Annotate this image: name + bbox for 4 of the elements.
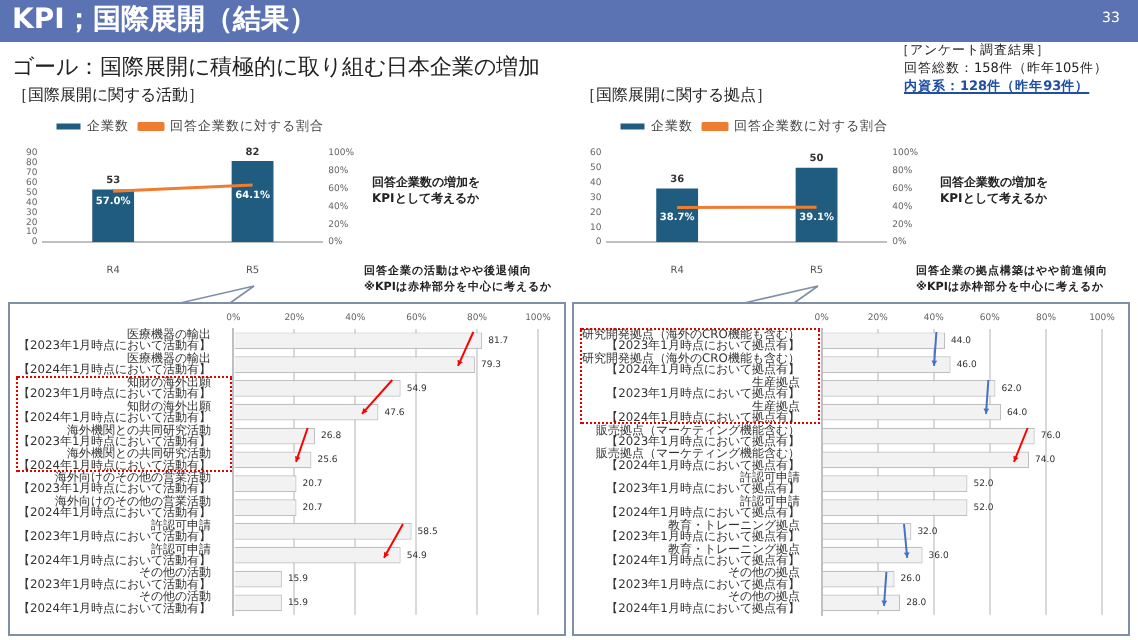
chart-title: ［国際展開に関する活動］ [12,86,204,106]
text: KPI；国際展開（結果） [12,4,317,38]
chart-title: ［国際展開に関する拠点］ [580,86,772,106]
text: ゴール：国際展開に積極的に取り組む日本企業の増加 [12,54,540,81]
